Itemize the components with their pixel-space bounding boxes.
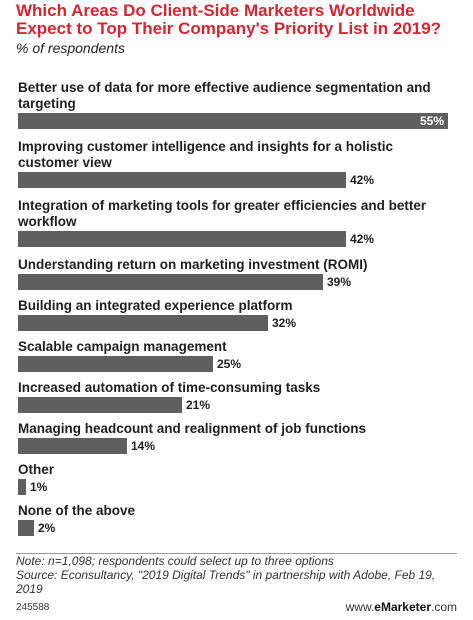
- bar-label: Integration of marketing tools for great…: [18, 198, 427, 229]
- chart-subtitle: % of respondents: [16, 40, 125, 56]
- brand-name: eMarketer: [374, 600, 431, 614]
- footnote-note: Note: n=1,098; respondents could select …: [16, 554, 334, 568]
- chart-title: Which Areas Do Client-Side Marketers Wor…: [16, 1, 442, 38]
- bar-label: None of the above: [18, 503, 136, 518]
- bar-value-label: 55%: [419, 114, 444, 128]
- bar-label: Better use of data for more effective au…: [18, 80, 431, 111]
- footer-divider: [16, 553, 457, 554]
- bar-label: Improving customer intelligence and insi…: [18, 139, 394, 170]
- bar-label: Managing headcount and realignment of jo…: [18, 421, 367, 436]
- bar: [18, 438, 127, 454]
- brand-suffix: .com: [430, 600, 457, 614]
- brand-link[interactable]: www.eMarketer.com: [346, 600, 457, 614]
- chart-id: 245588: [16, 602, 50, 613]
- bar-label: Scalable campaign management: [18, 339, 227, 354]
- bar-value-label: 39%: [327, 275, 352, 289]
- bar-value-label: 25%: [217, 357, 242, 371]
- bar-value-label: 1%: [30, 480, 48, 494]
- bar-value-label: 21%: [186, 398, 211, 412]
- footnote: Note: n=1,098; respondents could select …: [16, 554, 461, 596]
- bar: [18, 520, 34, 536]
- bar-value-label: 32%: [272, 316, 297, 330]
- bar-label: Building an integrated experience platfo…: [18, 298, 293, 313]
- bar: [18, 397, 182, 413]
- bar-value-label: 42%: [350, 232, 375, 246]
- bar: [18, 315, 268, 331]
- bar-label: Increased automation of time-consuming t…: [18, 380, 321, 395]
- brand-prefix: www.: [345, 600, 375, 614]
- bar-value-label: 2%: [38, 521, 56, 535]
- bar-value-label: 42%: [350, 173, 375, 187]
- bar: [18, 274, 323, 290]
- bar: [18, 356, 213, 372]
- bar: [18, 172, 346, 188]
- bar-label: Understanding return on marketing invest…: [18, 257, 368, 272]
- bar-label: Other: [18, 462, 55, 477]
- bar: [18, 479, 26, 495]
- bar: [18, 113, 448, 129]
- bar-value-label: 14%: [131, 439, 156, 453]
- bar: [18, 231, 346, 247]
- footnote-source: Source: Econsultancy, "2019 Digital Tren…: [16, 568, 436, 596]
